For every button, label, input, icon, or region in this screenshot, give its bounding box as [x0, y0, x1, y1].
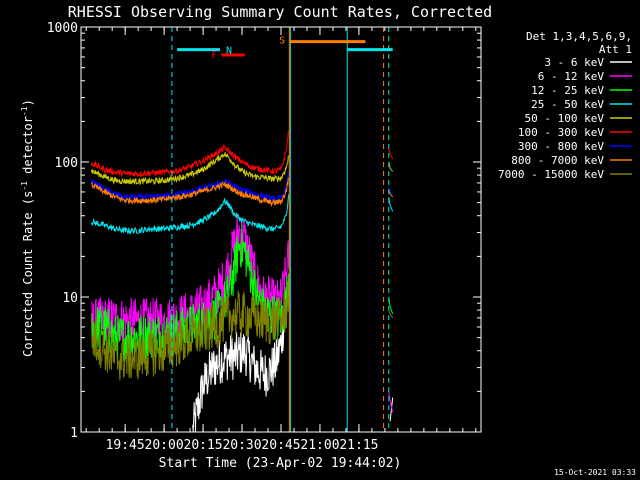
series-line-0: [192, 286, 289, 432]
chart-title: RHESSI Observing Summary Count Rates, Co…: [68, 3, 492, 21]
series-post-5: [388, 148, 394, 160]
legend-header-1: Att 1: [599, 43, 632, 56]
y-axis-label-text: Corrected Count Rate (s-1 detector-1): [20, 99, 35, 357]
x-tick-label-0: 19:45: [106, 438, 145, 453]
series-line-5: [90, 131, 290, 178]
series-8: [90, 281, 394, 381]
y-axis-label-end: ): [21, 99, 35, 106]
series-line-3: [90, 194, 290, 235]
x-tick-label-4: 20:45: [261, 438, 300, 453]
legend-label-3: 25 - 50 keV: [531, 98, 604, 111]
y-tick-label-2: 100: [55, 156, 78, 171]
legend-label-7: 800 - 7000 keV: [511, 154, 604, 167]
y-tick-label-0: 1: [70, 426, 78, 441]
y-axis-label-exp: -1: [20, 181, 29, 191]
x-tick-label-3: 20:30: [222, 438, 261, 453]
y-axis-label-exp2: -1: [20, 106, 29, 116]
series-post-8: [388, 309, 394, 319]
series-0: [192, 286, 394, 432]
legend-label-8: 7000 - 15000 keV: [498, 168, 604, 181]
x-tick-label-6: 21:15: [339, 438, 378, 453]
legend-label-6: 300 - 800 keV: [518, 140, 604, 153]
plot-area: N S F: [90, 27, 394, 432]
series-post-0: [389, 397, 394, 422]
legend-label-0: 3 - 6 keV: [544, 56, 604, 69]
axes: 1 10 100 1000 19:45 20:00 20:15 20:30 20:45 21:00…: [47, 21, 482, 453]
y-tick-label-1: 10: [62, 291, 78, 306]
series-5: [90, 131, 394, 178]
series-line-2: [90, 224, 290, 363]
series-6: [90, 172, 394, 203]
flag-label-f: F: [211, 50, 217, 61]
y-tick-label-3: 1000: [47, 21, 78, 36]
timestamp: 15-Oct-2021 03:33: [554, 468, 636, 477]
legend-label-1: 6 - 12 keV: [538, 70, 605, 83]
x-axis-label: Start Time (23-Apr-02 19:44:02): [159, 456, 402, 471]
series-line-7: [90, 177, 289, 207]
legend-label-5: 100 - 300 keV: [518, 126, 604, 139]
y-axis-label-mid: detector: [21, 116, 35, 181]
x-tick-label-5: 21:00: [300, 438, 339, 453]
series-post-6: [388, 187, 394, 195]
y-axis-label: Corrected Count Rate (s-1 detector-1): [20, 99, 35, 357]
series-line-8: [90, 281, 290, 381]
x-tick-label-1: 20:00: [145, 438, 184, 453]
y-axis-label-main: Corrected Count Rate (s: [21, 191, 35, 357]
legend-label-4: 50 - 100 keV: [525, 112, 605, 125]
series-post-1: [388, 391, 394, 413]
flag-label-n: N: [226, 46, 232, 57]
x-tick-label-2: 20:15: [184, 438, 223, 453]
flag-label-s: S: [279, 36, 285, 47]
series-line-6: [90, 172, 290, 203]
series-line-4: [90, 152, 290, 186]
clip-group: [90, 131, 394, 432]
legend-header-0: Det 1,3,4,5,6,9,: [526, 30, 632, 43]
legend-label-2: 12 - 25 keV: [531, 84, 604, 97]
